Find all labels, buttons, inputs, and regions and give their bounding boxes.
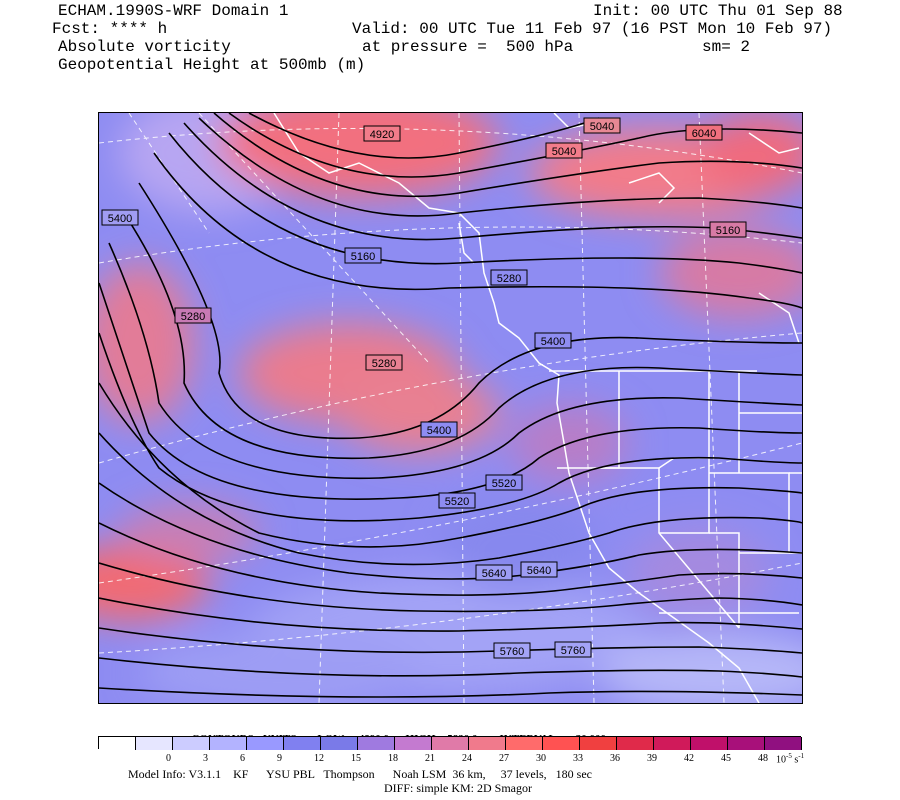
colorbar-swatch [469, 737, 506, 750]
svg-text:5280: 5280 [181, 311, 205, 323]
diff-info: DIFF: simple KM: 2D Smagor [384, 781, 533, 795]
map-panel: 4920 5040 5040 6040 5160 5160 5400 5280 … [98, 112, 803, 704]
field-name-primary: Absolute vorticity [58, 38, 231, 56]
colorbar-tick-label: 6 [240, 753, 245, 764]
colorbar-unit: 10-5 s-1 [776, 752, 805, 766]
contour-label: 5400 [420, 421, 458, 438]
svg-text:6040: 6040 [692, 128, 716, 140]
colorbar-tick-label: 36 [610, 753, 620, 764]
colorbar-swatch [99, 737, 136, 750]
colorbar [98, 736, 802, 750]
init-time: Init: 00 UTC Thu 01 Sep 88 [593, 2, 843, 20]
contour-label: 5760 [493, 642, 531, 659]
colorbar-tick-label: 18 [388, 753, 398, 764]
svg-text:5280: 5280 [497, 273, 521, 285]
contour-label: 5520 [438, 492, 476, 509]
contour-label: 5520 [485, 474, 523, 491]
vorticity-map: 4920 5040 5040 6040 5160 5160 5400 5280 … [99, 113, 802, 703]
svg-text:5040: 5040 [590, 121, 614, 133]
svg-text:5640: 5640 [482, 568, 506, 580]
colorbar-swatch [136, 737, 173, 750]
colorbar-tick-label: 3 [203, 753, 208, 764]
contour-label: 5160 [344, 247, 382, 264]
colorbar-swatch [210, 737, 247, 750]
contour-labels: 4920 5040 5040 6040 5160 5160 5400 5280 … [101, 117, 747, 659]
forecast-hour: Fcst: **** h [52, 20, 168, 38]
colorbar-tick-label: 12 [314, 753, 324, 764]
vorticity-shading [99, 113, 802, 703]
height-contours [99, 113, 802, 698]
model-title: ECHAM.1990S-WRF Domain 1 [58, 2, 289, 20]
colorbar-swatch [173, 737, 210, 750]
contour-label: 6040 [685, 124, 723, 141]
colorbar-swatch [617, 737, 654, 750]
svg-text:5160: 5160 [716, 225, 740, 237]
contour-label: 5040 [583, 117, 621, 134]
field-name-secondary: Geopotential Height at 500mb (m) [58, 56, 366, 74]
contour-label: 5040 [545, 142, 583, 159]
contour-label: 5280 [174, 307, 212, 324]
colorbar-swatch [284, 737, 321, 750]
graticule [99, 113, 802, 703]
colorbar-swatch [432, 737, 469, 750]
svg-text:4920: 4920 [370, 129, 394, 141]
svg-text:5760: 5760 [561, 645, 585, 657]
contour-label: 5640 [475, 564, 513, 581]
colorbar-swatch [728, 737, 765, 750]
colorbar-tick-label: 42 [684, 753, 694, 764]
colorbar-swatch [543, 737, 580, 750]
colorbar-swatch [506, 737, 543, 750]
pressure-level: at pressure = 500 hPa [362, 38, 574, 56]
svg-text:5040: 5040 [552, 146, 576, 158]
colorbar-tick-label: 48 [758, 753, 768, 764]
colorbar-tick-label: 21 [425, 753, 435, 764]
colorbar-swatch [321, 737, 358, 750]
contour-label: 5280 [365, 354, 403, 371]
colorbar-tick-label: 27 [499, 753, 509, 764]
contour-label: 4920 [363, 125, 401, 142]
svg-text:5400: 5400 [541, 336, 565, 348]
contour-label: 5160 [709, 221, 747, 238]
colorbar-swatch [765, 737, 802, 750]
svg-text:5160: 5160 [351, 251, 375, 263]
colorbar-tick-label: 24 [462, 753, 472, 764]
svg-text:5760: 5760 [500, 646, 524, 658]
contour-label: 5400 [534, 332, 572, 349]
contour-label: 5640 [520, 561, 558, 578]
contour-label: 5400 [101, 209, 139, 226]
contour-label: 5280 [490, 269, 528, 286]
colorbar-swatch [654, 737, 691, 750]
colorbar-swatch [395, 737, 432, 750]
svg-text:5520: 5520 [492, 478, 516, 490]
svg-text:5280: 5280 [372, 358, 396, 370]
colorbar-swatch [691, 737, 728, 750]
colorbar-tick-label: 45 [721, 753, 731, 764]
colorbar-swatch [358, 737, 395, 750]
smoothing: sm= 2 [702, 38, 751, 56]
colorbar-tick-label: 33 [573, 753, 583, 764]
colorbar-tick-label: 39 [647, 753, 657, 764]
colorbar-tick-label: 9 [277, 753, 282, 764]
model-info: Model Info: V3.1.1 KF YSU PBL Thompson N… [128, 767, 592, 781]
colorbar-tick-label: 15 [351, 753, 361, 764]
colorbar-tick-label: 30 [536, 753, 546, 764]
contour-label: 5760 [554, 641, 592, 658]
colorbar-swatch [580, 737, 617, 750]
svg-text:5520: 5520 [445, 496, 469, 508]
valid-time: Valid: 00 UTC Tue 11 Feb 97 (16 PST Mon … [352, 20, 833, 38]
svg-text:5400: 5400 [427, 425, 451, 437]
colorbar-tick-label: 0 [166, 753, 171, 764]
svg-text:5640: 5640 [527, 565, 551, 577]
svg-text:5400: 5400 [108, 213, 132, 225]
colorbar-swatch [247, 737, 284, 750]
